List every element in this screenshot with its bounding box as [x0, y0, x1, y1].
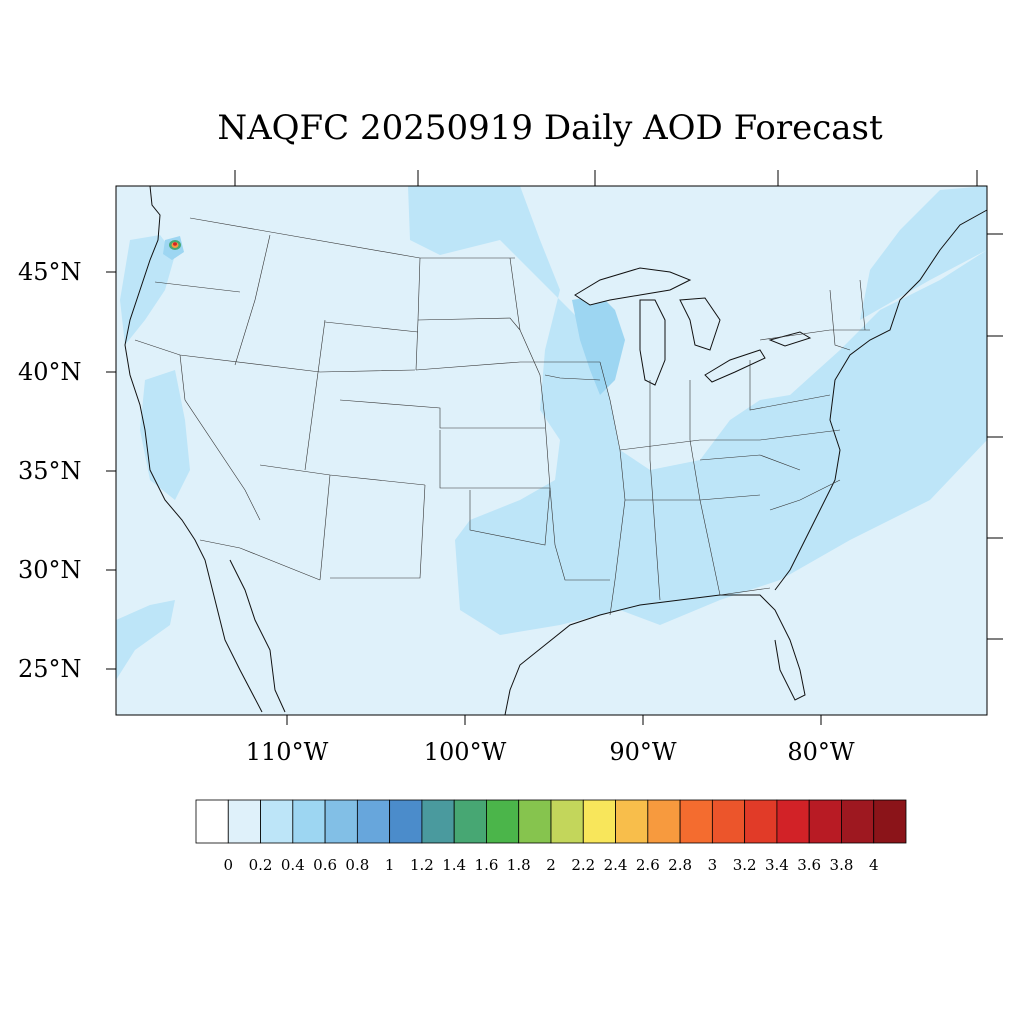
lake-michigan	[639, 299, 666, 386]
colorbar-swatch	[453, 799, 487, 844]
colorbar-label: 3.6	[797, 856, 822, 874]
lon-label-110w: 110°W	[245, 738, 329, 766]
colorbar-swatch	[615, 799, 649, 844]
colorbar-label: 0.4	[280, 856, 305, 874]
colorbar-label: 0.2	[248, 856, 273, 874]
lake-superior	[574, 267, 692, 306]
colorbar-swatch	[260, 799, 294, 844]
coastline	[124, 185, 988, 716]
colorbar-swatch	[679, 799, 713, 844]
colorbar-swatch	[486, 799, 520, 844]
colorbar-label: 3.2	[732, 856, 757, 874]
aod-region-northwest	[120, 235, 175, 345]
aod-region-pacific-sw	[116, 600, 175, 680]
colorbar-swatch	[808, 799, 842, 844]
lat-label-35: 35°N	[18, 457, 82, 485]
map-title: NAQFC 20250919 Daily AOD Forecast	[217, 108, 883, 148]
colorbar-label: 0	[223, 856, 234, 874]
colorbar-label: 0.6	[313, 856, 338, 874]
colorbar-label: 1.6	[474, 856, 499, 874]
colorbar-label: 1.4	[442, 856, 467, 874]
aod-hotspot-washington	[169, 240, 181, 250]
colorbar-swatch	[292, 799, 326, 844]
lat-label-30: 30°N	[18, 556, 82, 584]
colorbar-label: 3.8	[829, 856, 854, 874]
aod-region-wisconsin	[572, 295, 625, 395]
colorbar-label: 1.8	[506, 856, 531, 874]
colorbar-swatch	[195, 799, 229, 844]
map-frame	[115, 185, 988, 716]
colorbar-label: 2	[546, 856, 556, 874]
colorbar-swatch	[421, 799, 455, 844]
colorbar-swatch	[711, 799, 746, 844]
lake-huron	[679, 297, 721, 351]
colorbar-label: 2.8	[668, 856, 693, 874]
colorbar	[195, 799, 907, 844]
colorbar-swatch	[776, 799, 810, 844]
lat-label-45: 45°N	[18, 258, 82, 286]
colorbar-label: 2.4	[603, 856, 628, 874]
colorbar-swatch	[389, 799, 423, 844]
colorbar-swatch	[227, 799, 261, 844]
colorbar-label: 2.2	[571, 856, 596, 874]
aod-region-california	[140, 370, 190, 500]
colorbar-swatch	[647, 799, 681, 844]
lat-label-25: 25°N	[18, 655, 82, 683]
colorbar-label: 1	[384, 856, 395, 874]
colorbar-label: 4	[868, 856, 879, 874]
colorbar-label: 2.6	[635, 856, 660, 874]
colorbar-label: 3	[707, 856, 718, 874]
colorbar-swatch	[582, 799, 616, 844]
great-lakes	[574, 267, 812, 386]
colorbar-swatch	[356, 799, 391, 844]
aod-region-northeast-atlantic	[860, 186, 987, 320]
lake-erie	[704, 349, 766, 383]
axis-ticks	[106, 170, 1003, 725]
colorbar-swatch	[550, 799, 584, 844]
colorbar-swatch	[744, 799, 778, 844]
lat-label-40: 40°N	[18, 358, 82, 386]
state-borders	[134, 217, 870, 616]
lon-label-80w: 80°W	[787, 738, 855, 766]
colorbar-swatch	[324, 799, 358, 844]
lon-label-100w: 100°W	[423, 738, 507, 766]
colorbar-swatch	[841, 799, 875, 844]
colorbar-swatch	[873, 799, 907, 844]
colorbar-label: 1.2	[409, 856, 434, 874]
colorbar-label: 0.8	[345, 856, 370, 874]
lake-ontario	[768, 331, 812, 347]
colorbar-swatch	[518, 799, 552, 844]
lon-label-90w: 90°W	[609, 738, 677, 766]
colorbar-label: 3.4	[764, 856, 789, 874]
